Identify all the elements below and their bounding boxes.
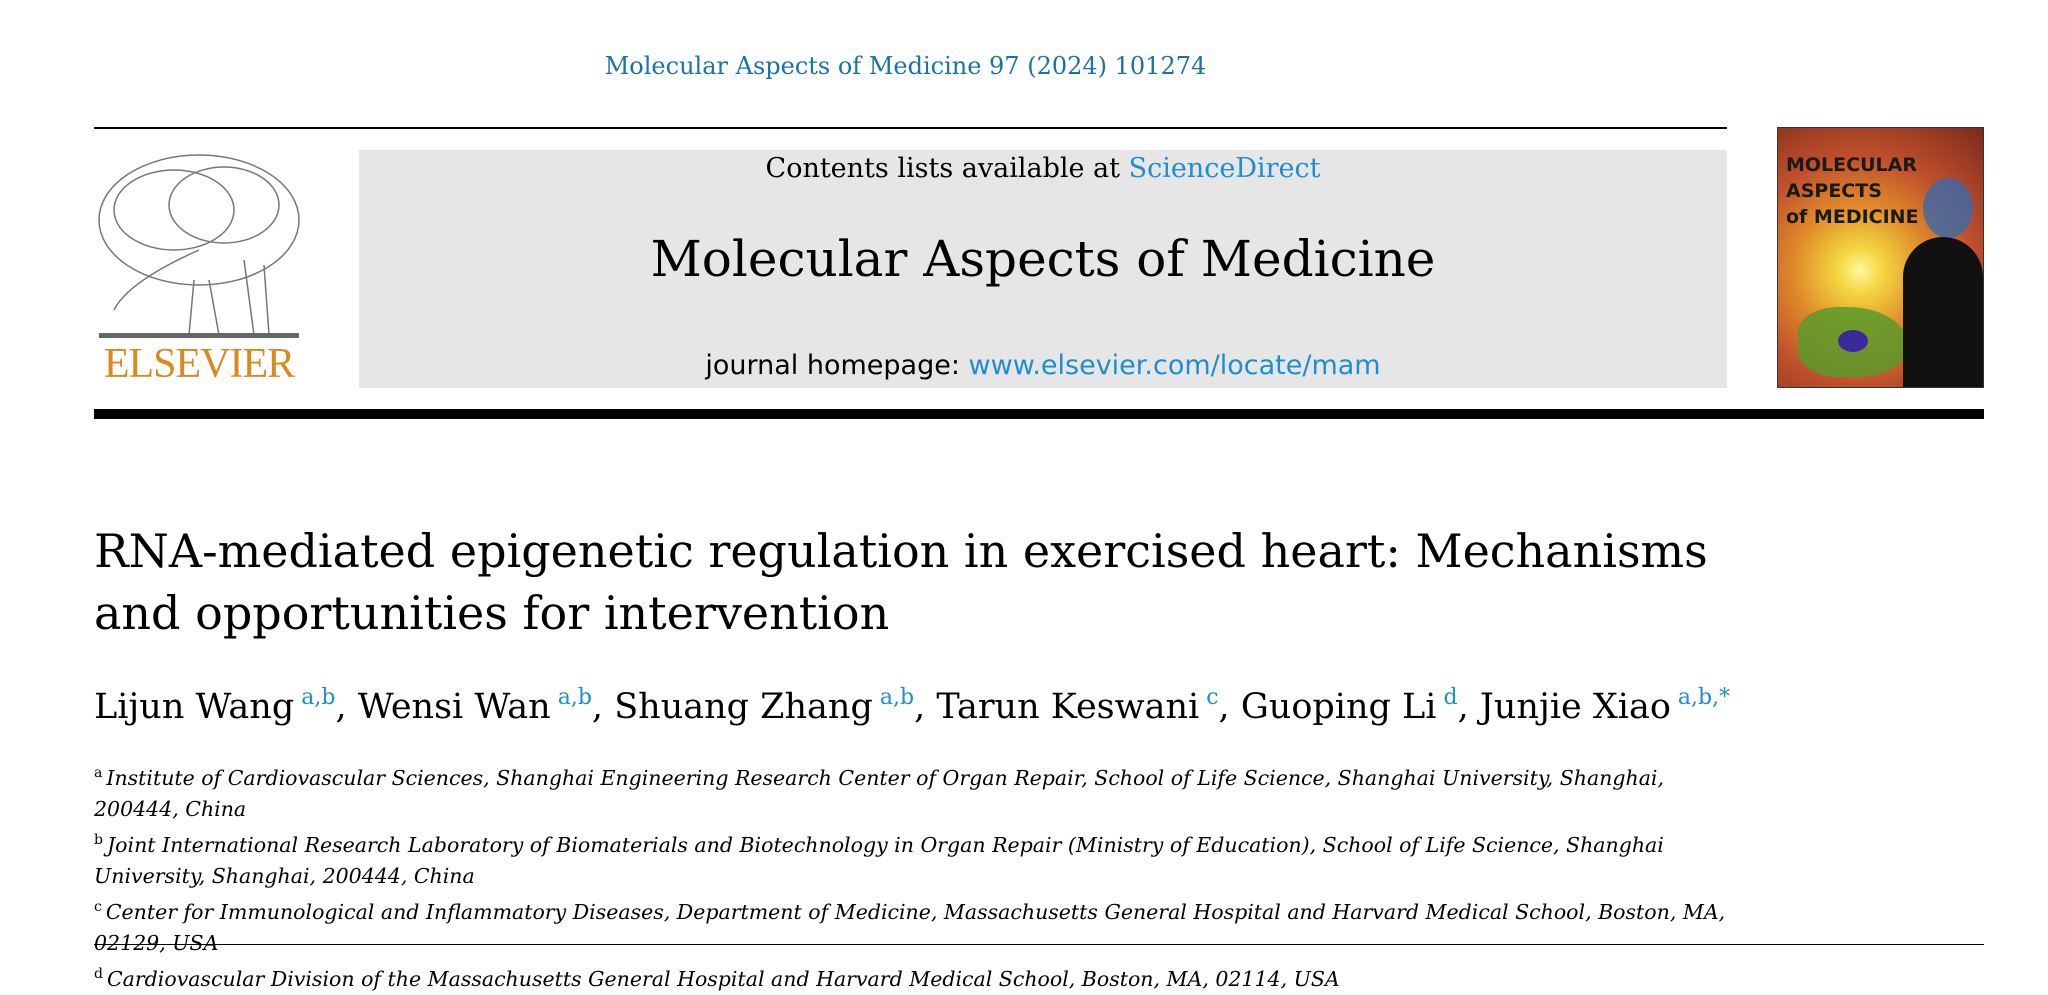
author-affiliation-marker[interactable]: a,b <box>301 685 336 710</box>
author-separator: , <box>914 687 937 727</box>
author-separator: , <box>1218 687 1241 727</box>
author-affiliation-marker[interactable]: a,b,* <box>1677 685 1731 710</box>
affiliation-text: Cardiovascular Division of the Massachus… <box>106 967 1340 991</box>
header-divider <box>94 409 1984 419</box>
cover-art <box>1923 178 1973 238</box>
cover-art <box>1903 237 1983 387</box>
homepage-link[interactable]: www.elsevier.com/locate/mam <box>968 350 1381 381</box>
cover-title: MOLECULAR ASPECTS of MEDICINE <box>1786 152 1919 230</box>
author-name[interactable]: Shuang Zhang <box>614 687 873 727</box>
affiliation-text: Center for Immunological and Inflammator… <box>94 900 1726 955</box>
elsevier-wordmark: ELSEVIER <box>103 341 295 387</box>
author-name[interactable]: Guoping Li <box>1240 687 1437 727</box>
author-separator: , <box>1457 687 1480 727</box>
tree-icon <box>98 154 300 338</box>
author-affiliation-marker[interactable]: c <box>1206 685 1219 710</box>
affiliation-item: c Center for Immunological and Inflammato… <box>94 892 1734 959</box>
bottom-rule <box>94 944 1984 945</box>
article-title: RNA-mediated epigenetic regulation in ex… <box>94 524 1708 640</box>
author-affiliation-marker[interactable]: a,b <box>557 685 592 710</box>
author-name[interactable]: Wensi Wan <box>357 687 551 727</box>
author-list: Lijun Wang a,b, Wensi Wan a,b, Shuang Zh… <box>94 685 1730 727</box>
affiliation-item: d Cardiovascular Division of the Massachu… <box>94 959 1734 995</box>
affiliation-key: c <box>94 899 102 915</box>
author-separator: , <box>591 687 615 727</box>
cover-art <box>1838 330 1868 352</box>
homepage-prefix: journal homepage: <box>705 350 969 381</box>
affiliation-item: b Joint International Research Laboratory… <box>94 825 1734 892</box>
elsevier-logo[interactable]: ELSEVIER <box>94 150 304 388</box>
cover-title-line: ASPECTS <box>1786 180 1882 202</box>
homepage-line: journal homepage: www.elsevier.com/locat… <box>359 350 1727 381</box>
author-affiliation-marker[interactable]: d <box>1443 685 1458 710</box>
affiliation-key: d <box>94 966 103 982</box>
journal-citation[interactable]: Molecular Aspects of Medicine 97 (2024) … <box>604 52 1207 80</box>
author-separator: , <box>335 687 358 727</box>
author-name[interactable]: Junjie Xiao <box>1479 687 1671 727</box>
contents-prefix: Contents lists available at <box>765 153 1129 184</box>
journal-banner: Contents lists available at ScienceDirec… <box>359 150 1727 388</box>
affiliation-text: Institute of Cardiovascular Sciences, Sh… <box>94 766 1665 821</box>
affiliation-key: a <box>94 765 103 781</box>
affiliation-item: a Institute of Cardiovascular Sciences, S… <box>94 758 1734 825</box>
affiliation-text: Joint International Research Laboratory … <box>94 833 1664 888</box>
top-rule <box>94 127 1727 129</box>
sciencedirect-link[interactable]: ScienceDirect <box>1128 153 1321 184</box>
affiliation-key: b <box>94 832 103 848</box>
contents-line: Contents lists available at ScienceDirec… <box>359 150 1727 186</box>
affiliations: a Institute of Cardiovascular Sciences, S… <box>94 758 1734 995</box>
cover-title-line: MOLECULAR <box>1786 154 1917 176</box>
author-name[interactable]: Lijun Wang <box>94 687 295 727</box>
journal-cover-image[interactable]: MOLECULAR ASPECTS of MEDICINE <box>1777 127 1984 388</box>
author-name[interactable]: Tarun Keswani <box>936 687 1200 727</box>
cover-title-line: of MEDICINE <box>1786 206 1919 228</box>
journal-name: Molecular Aspects of Medicine <box>650 230 1436 288</box>
author-affiliation-marker[interactable]: a,b <box>879 685 915 710</box>
